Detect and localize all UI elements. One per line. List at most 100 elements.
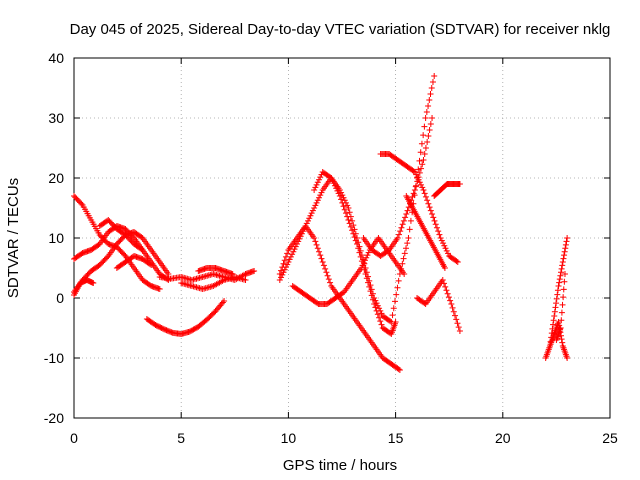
data-point bbox=[372, 304, 379, 311]
data-point bbox=[562, 245, 569, 252]
data-point bbox=[423, 109, 430, 115]
data-point bbox=[336, 193, 343, 199]
data-point bbox=[356, 249, 363, 256]
data-point bbox=[361, 257, 368, 264]
data-point bbox=[355, 245, 362, 252]
data-point bbox=[561, 278, 568, 285]
data-point bbox=[444, 290, 451, 297]
data-point bbox=[424, 139, 431, 145]
data-point bbox=[410, 168, 417, 175]
data-point bbox=[90, 280, 97, 286]
data-point bbox=[414, 174, 421, 181]
data-point bbox=[318, 189, 325, 196]
data-point bbox=[378, 310, 385, 317]
data-point bbox=[389, 312, 396, 319]
data-point bbox=[316, 194, 323, 201]
data-point bbox=[312, 184, 319, 191]
data-point bbox=[558, 317, 565, 324]
data-point bbox=[436, 231, 443, 238]
data-point bbox=[317, 192, 324, 199]
data-point bbox=[314, 197, 321, 204]
data-point bbox=[398, 224, 405, 231]
data-point bbox=[251, 268, 258, 274]
data-point bbox=[445, 294, 452, 301]
data-point bbox=[341, 206, 348, 213]
data-point bbox=[420, 187, 427, 193]
data-point bbox=[450, 308, 457, 315]
x-tick-label: 5 bbox=[177, 430, 185, 446]
data-point bbox=[338, 196, 345, 203]
y-tick-label: -20 bbox=[44, 410, 64, 426]
data-point bbox=[335, 190, 342, 197]
series-arc-6 bbox=[113, 253, 155, 271]
series-arc-12 bbox=[276, 223, 403, 373]
data-point bbox=[363, 275, 370, 282]
data-point bbox=[344, 213, 351, 220]
data-point bbox=[286, 256, 293, 263]
data-point bbox=[454, 259, 461, 265]
data-point bbox=[376, 314, 383, 321]
data-point bbox=[282, 253, 289, 260]
data-point bbox=[438, 237, 445, 244]
data-point bbox=[325, 276, 332, 283]
data-point bbox=[442, 283, 449, 290]
series-arc-17 bbox=[403, 193, 448, 271]
data-point bbox=[281, 257, 288, 264]
data-point bbox=[392, 319, 399, 325]
data-point bbox=[278, 267, 285, 274]
data-point bbox=[221, 298, 228, 304]
data-point bbox=[350, 230, 357, 237]
data-point bbox=[104, 254, 111, 261]
data-point bbox=[419, 161, 426, 168]
data-point bbox=[559, 262, 566, 269]
data-point bbox=[306, 215, 313, 222]
series-arc-18 bbox=[431, 181, 463, 199]
data-point bbox=[431, 73, 438, 79]
data-point bbox=[284, 261, 291, 268]
data-point bbox=[559, 259, 566, 265]
y-tick-label: 30 bbox=[48, 110, 64, 126]
data-point bbox=[333, 185, 340, 192]
data-point bbox=[448, 301, 455, 307]
marks-layer bbox=[71, 73, 571, 373]
data-point bbox=[139, 247, 146, 253]
data-point bbox=[420, 132, 427, 139]
data-point bbox=[313, 199, 320, 206]
data-point bbox=[562, 241, 569, 248]
data-point bbox=[558, 336, 565, 343]
data-point bbox=[316, 176, 323, 183]
data-point bbox=[560, 294, 567, 301]
data-point bbox=[276, 277, 283, 283]
data-point bbox=[359, 262, 366, 269]
data-point bbox=[399, 221, 406, 228]
data-point bbox=[556, 279, 563, 286]
data-point bbox=[439, 277, 446, 283]
data-point bbox=[564, 235, 571, 241]
data-point bbox=[418, 140, 425, 147]
data-point bbox=[557, 272, 564, 279]
data-point bbox=[390, 305, 397, 312]
data-point bbox=[561, 271, 568, 277]
data-point bbox=[349, 227, 356, 234]
data-point bbox=[426, 97, 433, 103]
series-arc-16 bbox=[377, 151, 461, 265]
data-point bbox=[318, 255, 325, 262]
data-point bbox=[410, 190, 417, 197]
x-tick-label: 25 bbox=[602, 430, 618, 446]
data-point bbox=[284, 250, 291, 257]
data-point bbox=[425, 133, 432, 139]
data-point bbox=[403, 245, 410, 252]
data-point bbox=[394, 284, 401, 291]
data-point bbox=[344, 202, 351, 209]
data-point bbox=[431, 217, 438, 224]
data-point bbox=[365, 279, 372, 286]
data-point bbox=[329, 177, 336, 184]
x-tick-label: 0 bbox=[70, 430, 78, 446]
data-point bbox=[401, 250, 408, 257]
data-point bbox=[550, 321, 557, 328]
data-point bbox=[219, 299, 226, 306]
data-point bbox=[305, 217, 312, 224]
data-point bbox=[427, 91, 434, 97]
data-point bbox=[367, 288, 374, 295]
